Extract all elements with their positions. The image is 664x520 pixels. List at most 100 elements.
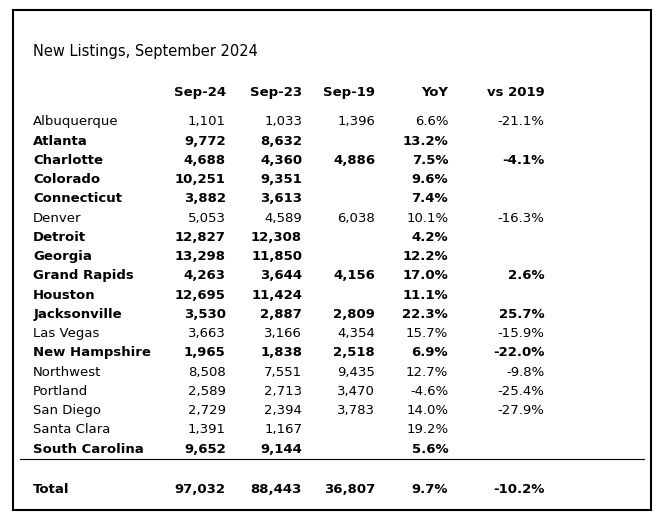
Text: 4,360: 4,360 xyxy=(260,154,302,167)
Text: 6.9%: 6.9% xyxy=(412,346,448,359)
Text: 17.0%: 17.0% xyxy=(402,269,448,282)
Text: 9,772: 9,772 xyxy=(184,135,226,148)
Text: 97,032: 97,032 xyxy=(175,483,226,496)
Text: 11.1%: 11.1% xyxy=(402,289,448,302)
Text: 9,652: 9,652 xyxy=(184,443,226,456)
Text: 9,351: 9,351 xyxy=(260,173,302,186)
Text: 6.6%: 6.6% xyxy=(415,115,448,128)
Text: 12,695: 12,695 xyxy=(175,289,226,302)
Text: 4,688: 4,688 xyxy=(184,154,226,167)
Text: 14.0%: 14.0% xyxy=(406,404,448,417)
Text: 2,729: 2,729 xyxy=(188,404,226,417)
Text: Denver: Denver xyxy=(33,212,82,225)
Text: -16.3%: -16.3% xyxy=(497,212,544,225)
Text: 1,838: 1,838 xyxy=(260,346,302,359)
Text: 2,589: 2,589 xyxy=(188,385,226,398)
Text: 19.2%: 19.2% xyxy=(406,423,448,436)
Text: South Carolina: South Carolina xyxy=(33,443,144,456)
Text: 1,396: 1,396 xyxy=(337,115,375,128)
Text: 2,887: 2,887 xyxy=(260,308,302,321)
Text: 6,038: 6,038 xyxy=(337,212,375,225)
Text: -15.9%: -15.9% xyxy=(497,327,544,340)
Text: -22.0%: -22.0% xyxy=(493,346,544,359)
Text: Detroit: Detroit xyxy=(33,231,86,244)
Text: Santa Clara: Santa Clara xyxy=(33,423,111,436)
Text: YoY: YoY xyxy=(421,86,448,99)
Text: 2,809: 2,809 xyxy=(333,308,375,321)
Text: New Listings, September 2024: New Listings, September 2024 xyxy=(33,44,258,59)
Text: Sep-24: Sep-24 xyxy=(173,86,226,99)
Text: Charlotte: Charlotte xyxy=(33,154,103,167)
Text: New Hampshire: New Hampshire xyxy=(33,346,151,359)
Text: 5,053: 5,053 xyxy=(188,212,226,225)
Text: vs 2019: vs 2019 xyxy=(487,86,544,99)
Text: -4.1%: -4.1% xyxy=(502,154,544,167)
Text: Atlanta: Atlanta xyxy=(33,135,88,148)
Text: 12.2%: 12.2% xyxy=(402,250,448,263)
Text: 3,470: 3,470 xyxy=(337,385,375,398)
Text: 15.7%: 15.7% xyxy=(406,327,448,340)
Text: 2,518: 2,518 xyxy=(333,346,375,359)
Text: 5.6%: 5.6% xyxy=(412,443,448,456)
Text: -9.8%: -9.8% xyxy=(506,366,544,379)
Text: 12,827: 12,827 xyxy=(175,231,226,244)
Text: San Diego: San Diego xyxy=(33,404,101,417)
Text: 7,551: 7,551 xyxy=(264,366,302,379)
Text: 1,965: 1,965 xyxy=(184,346,226,359)
Text: 12.7%: 12.7% xyxy=(406,366,448,379)
Text: Sep-23: Sep-23 xyxy=(250,86,302,99)
Text: Portland: Portland xyxy=(33,385,88,398)
Text: Connecticut: Connecticut xyxy=(33,192,122,205)
Text: 11,424: 11,424 xyxy=(251,289,302,302)
Text: 3,166: 3,166 xyxy=(264,327,302,340)
Text: 13.2%: 13.2% xyxy=(402,135,448,148)
Text: 3,530: 3,530 xyxy=(184,308,226,321)
Text: 12,308: 12,308 xyxy=(251,231,302,244)
Text: 36,807: 36,807 xyxy=(324,483,375,496)
Text: Grand Rapids: Grand Rapids xyxy=(33,269,134,282)
Text: 10,251: 10,251 xyxy=(175,173,226,186)
Text: 25.7%: 25.7% xyxy=(499,308,544,321)
Text: 9.7%: 9.7% xyxy=(412,483,448,496)
Text: 7.5%: 7.5% xyxy=(412,154,448,167)
Text: 4,354: 4,354 xyxy=(337,327,375,340)
Text: 8,632: 8,632 xyxy=(260,135,302,148)
Text: 3,613: 3,613 xyxy=(260,192,302,205)
Text: -4.6%: -4.6% xyxy=(410,385,448,398)
Text: 8,508: 8,508 xyxy=(188,366,226,379)
Text: Houston: Houston xyxy=(33,289,96,302)
Text: -27.9%: -27.9% xyxy=(497,404,544,417)
Text: 4,156: 4,156 xyxy=(333,269,375,282)
Text: Colorado: Colorado xyxy=(33,173,100,186)
Text: 9.6%: 9.6% xyxy=(412,173,448,186)
Text: 11,850: 11,850 xyxy=(251,250,302,263)
Text: 2.6%: 2.6% xyxy=(508,269,544,282)
Text: 3,644: 3,644 xyxy=(260,269,302,282)
Text: 4,589: 4,589 xyxy=(264,212,302,225)
Text: 4,886: 4,886 xyxy=(333,154,375,167)
Text: 3,882: 3,882 xyxy=(184,192,226,205)
Text: Las Vegas: Las Vegas xyxy=(33,327,100,340)
Text: 4.2%: 4.2% xyxy=(412,231,448,244)
Text: Albuquerque: Albuquerque xyxy=(33,115,119,128)
Text: 7.4%: 7.4% xyxy=(412,192,448,205)
Text: 22.3%: 22.3% xyxy=(402,308,448,321)
Text: 3,783: 3,783 xyxy=(337,404,375,417)
Text: Total: Total xyxy=(33,483,70,496)
Text: 1,167: 1,167 xyxy=(264,423,302,436)
Text: -25.4%: -25.4% xyxy=(497,385,544,398)
Text: 4,263: 4,263 xyxy=(184,269,226,282)
Text: 1,101: 1,101 xyxy=(188,115,226,128)
Text: 2,713: 2,713 xyxy=(264,385,302,398)
Text: 3,663: 3,663 xyxy=(188,327,226,340)
Text: 2,394: 2,394 xyxy=(264,404,302,417)
Text: 9,435: 9,435 xyxy=(337,366,375,379)
Text: Jacksonville: Jacksonville xyxy=(33,308,122,321)
Text: -21.1%: -21.1% xyxy=(497,115,544,128)
Text: 88,443: 88,443 xyxy=(251,483,302,496)
Text: 13,298: 13,298 xyxy=(175,250,226,263)
Text: Georgia: Georgia xyxy=(33,250,92,263)
Text: 1,033: 1,033 xyxy=(264,115,302,128)
Text: -10.2%: -10.2% xyxy=(493,483,544,496)
Text: 1,391: 1,391 xyxy=(188,423,226,436)
